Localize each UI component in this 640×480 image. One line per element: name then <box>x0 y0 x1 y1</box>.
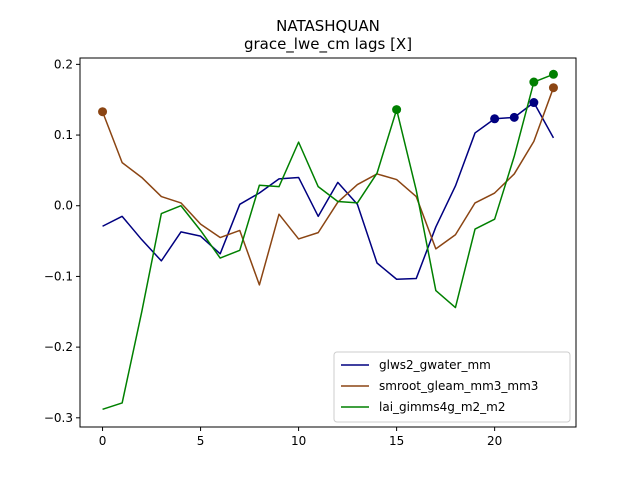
series-1-marker-0 <box>98 107 108 117</box>
plot-frame <box>79 57 577 428</box>
series-2-marker-23 <box>548 69 558 79</box>
legend-box <box>333 351 571 423</box>
series-layer <box>101 73 555 411</box>
series-line-1 <box>101 87 555 286</box>
series-1-marker-23 <box>548 83 558 93</box>
series-0-marker-20 <box>490 114 500 124</box>
x-tick-label: 0 <box>99 434 107 448</box>
x-tick-label: 20 <box>487 434 502 448</box>
y-tick-label: 0.0 <box>54 199 73 213</box>
legend-label: smroot_gleam_mm3_mm3 <box>379 379 538 393</box>
y-tick-label: 0.2 <box>54 57 73 71</box>
chart-subtitle: grace_lwe_cm lags [X] <box>244 35 412 54</box>
y-tick-label: −0.2 <box>44 340 73 354</box>
x-tick-label: 10 <box>291 434 306 448</box>
series-0-marker-21 <box>509 112 519 122</box>
series-line-0 <box>102 101 555 281</box>
y-tick-label: 0.1 <box>54 128 73 142</box>
chart-title: NATASHQUAN <box>276 17 380 35</box>
series-line-2 <box>102 73 554 411</box>
x-axis: 0 5 10 15 20 <box>99 427 502 448</box>
legend-label: lai_gimms4g_m2_m2 <box>379 400 506 414</box>
y-tick-label: −0.3 <box>44 411 73 425</box>
series-2-marker-22 <box>529 77 539 87</box>
legend-label: glws2_gwater_mm <box>379 358 491 372</box>
marker-layer <box>98 69 558 124</box>
y-axis: −0.3 −0.2 −0.1 0.0 0.1 0.2 <box>44 57 80 425</box>
series-2-marker-15 <box>392 105 402 115</box>
y-tick-label: −0.1 <box>44 269 73 283</box>
x-tick-label: 5 <box>197 434 205 448</box>
legend: glws2_gwater_mm smroot_gleam_mm3_mm3 lai_g… <box>333 351 571 423</box>
x-tick-label: 15 <box>389 434 404 448</box>
series-0-marker-22 <box>529 98 539 108</box>
